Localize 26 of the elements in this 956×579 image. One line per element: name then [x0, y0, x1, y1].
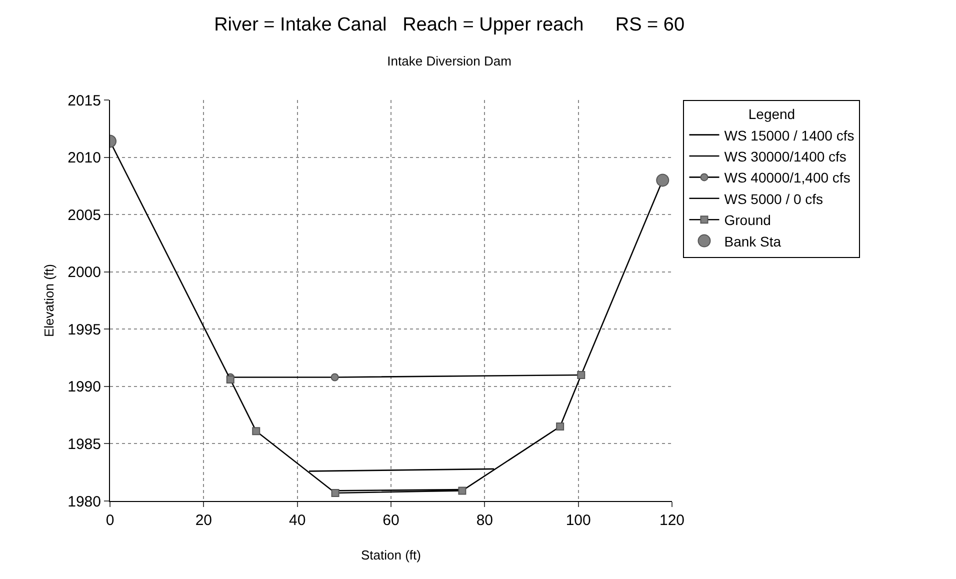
x-tick-label: 0 — [106, 512, 114, 529]
legend-label: Bank Sta — [724, 233, 782, 250]
x-tick-label: 40 — [288, 512, 306, 529]
legend-label: Ground — [724, 212, 771, 228]
y-tick-label: 1985 — [68, 436, 101, 453]
y-tick-label: 2015 — [68, 92, 101, 110]
y-tick-label: 1995 — [68, 321, 101, 338]
legend-label: WS 40000/1,400 cfs — [724, 170, 850, 186]
legend-label: WS 30000/1400 cfs — [724, 148, 846, 164]
y-tick-label: 2005 — [68, 206, 101, 224]
x-axis-title: Station (ft) — [361, 548, 421, 563]
chart-subtitle: Intake Diversion Dam — [387, 54, 512, 69]
legend-label: WS 5000 / 0 cfs — [724, 190, 824, 207]
y-tick-label: 2000 — [68, 264, 101, 282]
legend-title: Legend — [748, 106, 796, 122]
y-tick-label: 1980 — [68, 493, 101, 510]
y-axis-title: Elevation (ft) — [42, 264, 57, 337]
x-tick-label: 20 — [195, 512, 212, 529]
x-tick-label: 120 — [659, 512, 685, 529]
legend-label: WS 15000 / 1400 cfs — [724, 127, 854, 144]
x-tick-label: 60 — [382, 512, 400, 529]
x-tick-label: 100 — [566, 512, 591, 529]
chart-title: River = Intake Canal Reach = Upper reach RS = 60 — [214, 14, 685, 36]
x-tick-label: 80 — [476, 512, 494, 529]
y-tick-label: 2010 — [68, 150, 101, 167]
y-tick-label: 1990 — [68, 378, 101, 396]
